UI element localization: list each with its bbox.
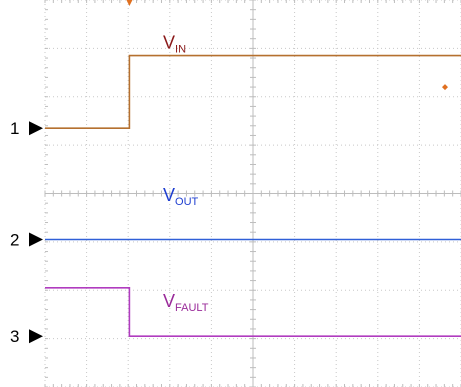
trigger-position-icon: [126, 0, 133, 6]
traces: [45, 54, 461, 337]
trace-in: [45, 54, 461, 129]
channel-marker-icon: [29, 232, 43, 247]
graticule: [44, 0, 461, 387]
channel-marker-icon: [29, 121, 43, 136]
trace-label-main: V: [163, 291, 175, 311]
channel-number: 1: [10, 119, 19, 138]
trace-label-sub: FAULT: [175, 302, 209, 314]
channel-marker-icon: [29, 329, 43, 344]
trace-label-main: V: [163, 185, 175, 205]
trace-label-in: VIN: [163, 32, 186, 55]
channel-markers: 1 2 3: [10, 0, 448, 346]
trace-label-sub: OUT: [175, 196, 199, 208]
trace-fault: [45, 287, 461, 337]
trace-label-sub: IN: [175, 43, 186, 55]
trace-label-out: VOUT: [163, 185, 199, 208]
channel-number: 3: [10, 327, 19, 346]
trace-label-fault: VFAULT: [163, 291, 209, 314]
trace-label-main: V: [163, 32, 175, 52]
trigger-level-icon: [442, 84, 448, 91]
channel-number: 2: [10, 230, 19, 249]
